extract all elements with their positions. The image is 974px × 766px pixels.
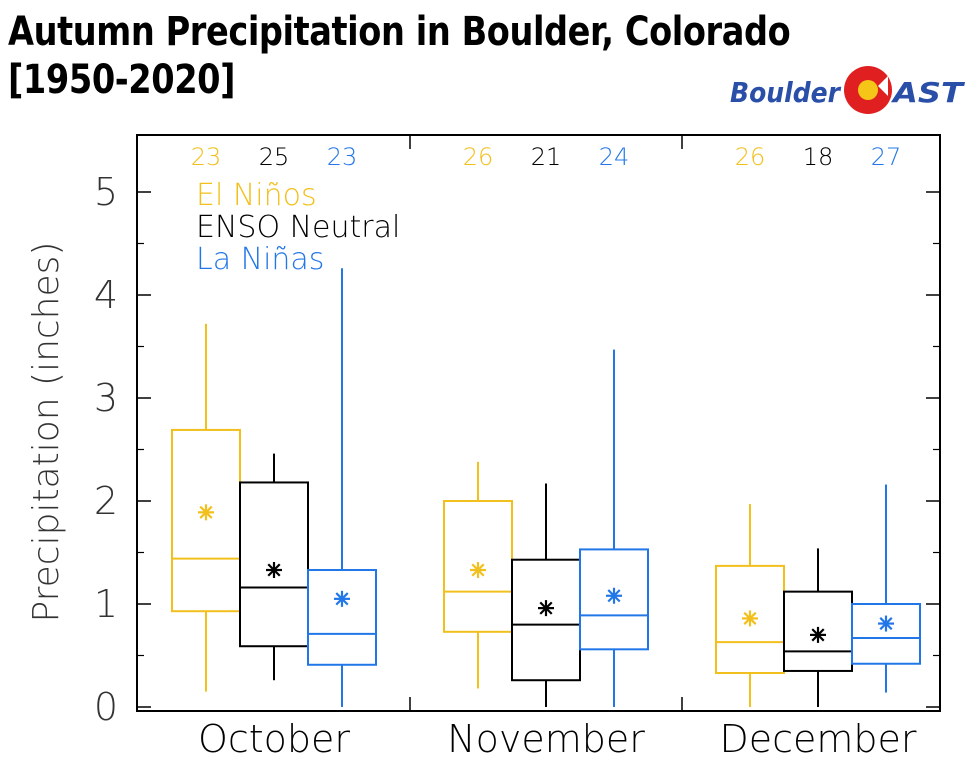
chart-title: Autumn Precipitation in Boulder, Colorad… (8, 8, 791, 104)
sample-count-label: 25 (259, 143, 290, 171)
y-tick-label: 3 (94, 376, 118, 420)
y-tick-label: 5 (94, 170, 118, 214)
box-la-ni-as-november (579, 349, 649, 707)
mean-marker (198, 504, 214, 521)
mean-marker-stroke (607, 589, 621, 603)
y-axis-label: Precipitation (inches) (26, 242, 67, 623)
x-tick-label: October (198, 717, 350, 761)
y-tick-label: 2 (94, 479, 118, 523)
logo-text-boulder: Boulder (730, 76, 842, 109)
iqr-box (511, 558, 581, 682)
x-axis: October November December (198, 135, 917, 761)
colorado-flag-c-icon (844, 66, 892, 114)
x-tick-label: November (447, 717, 645, 761)
iqr-box (579, 548, 649, 651)
plot-frame (136, 134, 941, 712)
box-el-ni-os-december (715, 504, 785, 707)
mean-marker-stroke (743, 611, 757, 625)
box-la-ni-as-december (851, 484, 921, 693)
sample-counts: 23 26 26 25 21 18 23 24 27 (191, 143, 902, 171)
y-tick-label: 0 (94, 685, 118, 729)
mean-marker (742, 610, 758, 627)
mean-marker (878, 615, 894, 632)
sample-count-label: 27 (871, 143, 902, 171)
mean-marker (334, 590, 350, 607)
mean-marker-stroke (199, 505, 213, 519)
mean-marker-stroke (471, 563, 485, 577)
box-la-ni-as-october (307, 268, 377, 707)
sample-count-label: 21 (531, 143, 562, 171)
iqr-box (171, 428, 241, 613)
boxes (171, 268, 921, 707)
y-tick-label: 4 (94, 273, 118, 317)
chart-title-line2: [1950-2020] (8, 57, 236, 103)
mean-marker-stroke (267, 563, 281, 577)
iqr-box (307, 569, 377, 666)
sample-count-label: 18 (803, 143, 834, 171)
mean-marker-stroke (539, 601, 553, 615)
y-tick-label: 1 (94, 582, 118, 626)
box-el-ni-os-october (171, 323, 241, 692)
box-el-ni-os-november (443, 461, 513, 689)
iqr-box (851, 603, 921, 665)
legend-entry: El Niños (196, 178, 317, 213)
chart-title-line1: Autumn Precipitation in Boulder, Colorad… (8, 9, 791, 55)
mean-marker (266, 562, 282, 579)
sample-count-label: 23 (327, 143, 358, 171)
y-axis: 0 1 2 3 4 5 (94, 170, 940, 729)
sample-count-label: 24 (599, 143, 630, 171)
sample-count-label: 23 (191, 143, 222, 171)
x-tick-label: December (719, 717, 916, 761)
bouldercast-logo: Boulder AST (730, 66, 965, 114)
sample-count-label: 26 (463, 143, 494, 171)
sample-count-label: 26 (735, 143, 766, 171)
mean-marker (606, 587, 622, 604)
mean-marker (810, 626, 826, 643)
mean-marker (470, 562, 486, 579)
mean-marker-stroke (335, 592, 349, 606)
legend-entry: ENSO Neutral (196, 210, 400, 245)
box-enso-neutral-october (239, 453, 309, 681)
mean-marker-stroke (879, 617, 893, 631)
box-enso-neutral-december (783, 548, 853, 707)
legend-entry: La Niñas (196, 242, 324, 277)
iqr-box (239, 481, 309, 648)
mean-marker-stroke (811, 628, 825, 642)
box-enso-neutral-november (511, 483, 581, 707)
mean-marker (538, 600, 554, 617)
logo-text-ast: AST (891, 76, 965, 109)
